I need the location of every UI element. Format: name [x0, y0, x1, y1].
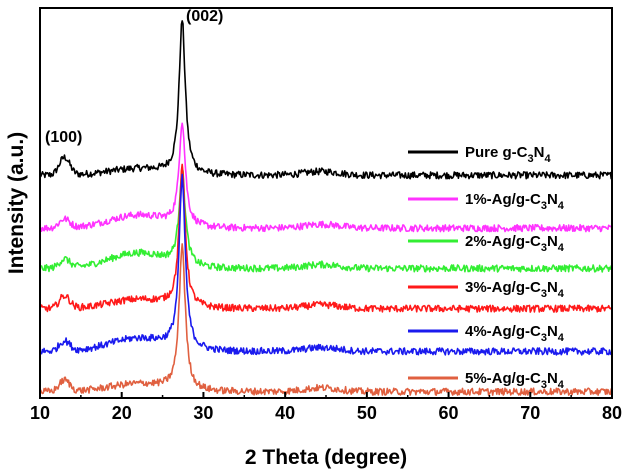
x-tick-label: 20 [112, 403, 132, 423]
series-line-4 [39, 173, 613, 356]
peak-label: (100) [45, 129, 82, 146]
x-tick-label: 50 [357, 403, 377, 423]
series-line-5 [39, 243, 613, 396]
peak-annotations: (100) (002) [45, 8, 223, 146]
x-tick-label: 80 [602, 403, 622, 423]
series-line-0 [39, 20, 613, 180]
series-line-2 [39, 170, 613, 273]
legend: Pure g-C3N4 1%-Ag/g-C3N4 2%-Ag/g-C3N4 3%-Ag… [408, 144, 565, 391]
peak-label: (002) [186, 8, 223, 25]
y-axis-title: Intensity (a.u.) [5, 132, 28, 274]
x-tick-label: 40 [275, 403, 295, 423]
legend-label: 2%-Ag/g-C3N4 [465, 233, 565, 254]
legend-label: 5%-Ag/g-C3N4 [465, 370, 565, 391]
x-tick-label: 60 [439, 403, 459, 423]
series-line-1 [39, 122, 613, 233]
series-line-3 [39, 163, 613, 313]
legend-label: Pure g-C3N4 [465, 144, 551, 165]
legend-label: 4%-Ag/g-C3N4 [465, 323, 565, 344]
x-ticks: 10 20 30 40 50 60 70 80 [30, 392, 622, 423]
x-axis-title: 2 Theta (degree) [245, 446, 407, 469]
x-tick-label: 70 [520, 403, 540, 423]
legend-label: 1%-Ag/g-C3N4 [465, 191, 565, 212]
series-traces [39, 20, 613, 396]
x-tick-label: 30 [193, 403, 213, 423]
x-tick-label: 10 [30, 403, 50, 423]
legend-label: 3%-Ag/g-C3N4 [465, 279, 565, 300]
